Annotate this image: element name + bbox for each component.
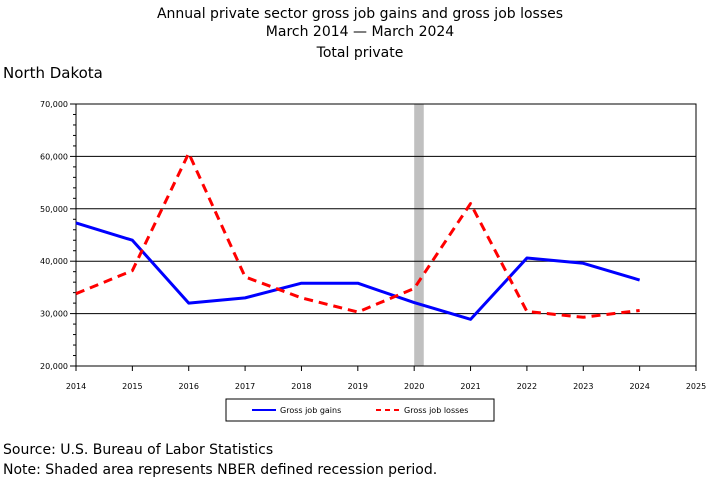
footer: Source: U.S. Bureau of Labor Statistics …	[3, 440, 437, 480]
recession-note: Note: Shaded area represents NBER define…	[3, 462, 438, 478]
chart: 20,000 30,000 40,000 50,000 60,000 70,000 2014…	[40, 100, 706, 422]
x-tick-label: 2017	[235, 382, 255, 391]
y-tick-label: 40,000	[40, 257, 68, 266]
x-tick-label: 2021	[460, 382, 480, 391]
x-tick-label: 2019	[348, 382, 368, 391]
y-tick-label: 20,000	[40, 362, 68, 371]
y-tick-label: 70,000	[40, 100, 68, 109]
legend-label: Gross job gains	[280, 406, 341, 415]
recession-band	[414, 104, 424, 366]
legend-box	[225, 398, 495, 422]
legend-label: Gross job losses	[404, 406, 468, 415]
x-tick-label: 2014	[66, 382, 86, 391]
y-tick-label: 30,000	[40, 310, 68, 319]
x-tick-label: 2020	[404, 382, 424, 391]
chart-title-line-1: Annual private sector gross job gains an…	[156, 6, 564, 22]
source-note: Source: U.S. Bureau of Labor Statistics	[3, 442, 274, 458]
plot-frame	[75, 103, 697, 367]
x-tick-label: 2025	[686, 382, 706, 391]
x-tick-label: 2024	[629, 382, 649, 391]
x-tick-label: 2015	[122, 382, 142, 391]
series-line-gross-job-losses	[75, 151, 640, 319]
x-tick-label: 2018	[291, 382, 311, 391]
series-line-gross-job-gains	[75, 221, 641, 321]
chart-title-line-2: March 2014 — March 2024	[265, 24, 455, 40]
x-tick-label: 2022	[517, 382, 537, 391]
x-tick-label: 2023	[573, 382, 593, 391]
y-tick-label: 50,000	[40, 205, 68, 214]
chart-title-line-3: Total private	[316, 45, 404, 61]
x-tick-label: 2016	[179, 382, 199, 391]
region-label: North Dakota	[3, 64, 103, 82]
y-tick-label: 60,000	[40, 152, 68, 161]
